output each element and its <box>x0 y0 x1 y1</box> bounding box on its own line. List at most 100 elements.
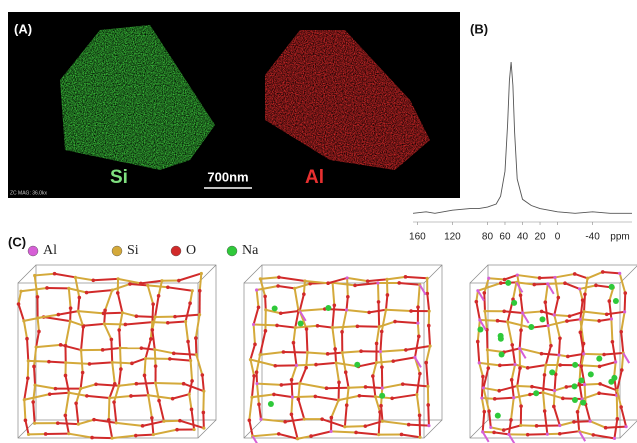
atom <box>353 283 357 288</box>
bond <box>32 347 38 367</box>
bond <box>93 277 119 282</box>
atom <box>199 271 203 276</box>
atom <box>525 366 530 370</box>
atom <box>114 421 118 425</box>
atom <box>549 369 556 376</box>
atom <box>255 381 259 386</box>
atom <box>258 277 262 281</box>
atom <box>416 321 420 325</box>
atom <box>563 281 567 286</box>
bond <box>57 422 79 426</box>
atom <box>326 281 330 286</box>
bond <box>330 399 340 418</box>
bond <box>147 284 168 289</box>
bond <box>367 278 388 283</box>
atom <box>130 361 134 366</box>
atom <box>153 381 158 385</box>
bond <box>259 330 267 355</box>
bond <box>189 290 194 304</box>
bond <box>620 406 628 427</box>
bond <box>75 403 80 425</box>
bond <box>508 433 516 443</box>
bond <box>260 418 286 423</box>
atom <box>252 374 256 378</box>
bond <box>129 282 148 287</box>
bond <box>599 361 616 368</box>
bond <box>277 285 295 290</box>
atom <box>84 290 89 295</box>
atom <box>415 392 419 397</box>
bond <box>483 277 490 294</box>
bond <box>93 418 117 424</box>
bond <box>415 373 421 395</box>
atom <box>393 319 397 324</box>
bond <box>111 283 131 292</box>
atom <box>146 283 150 287</box>
atom <box>571 396 578 403</box>
bond <box>117 277 142 285</box>
bond <box>299 382 327 390</box>
bond <box>26 338 30 361</box>
atom <box>378 350 383 354</box>
atom <box>553 388 557 393</box>
atom <box>528 392 532 397</box>
bond <box>479 318 498 322</box>
atom <box>64 360 68 365</box>
bond <box>542 391 564 400</box>
bond <box>317 324 333 329</box>
atom <box>146 393 150 397</box>
bond <box>285 418 305 423</box>
atom <box>344 403 349 408</box>
bond <box>109 394 132 400</box>
atom <box>153 364 158 368</box>
atom <box>332 303 337 308</box>
atom <box>597 319 601 323</box>
bond <box>342 350 362 354</box>
atom <box>150 416 154 420</box>
bond <box>375 326 381 344</box>
bond <box>190 409 196 430</box>
bond <box>327 276 348 285</box>
bond <box>371 362 378 377</box>
bond <box>521 312 530 324</box>
atom <box>45 286 49 290</box>
bond <box>371 375 377 397</box>
bond <box>554 272 575 279</box>
bond <box>579 300 584 320</box>
bond <box>249 344 256 360</box>
bond <box>427 404 430 426</box>
atom <box>530 384 534 389</box>
bond <box>264 296 267 310</box>
atom <box>202 426 206 430</box>
atom <box>186 339 190 344</box>
atom <box>79 387 83 391</box>
bond <box>579 332 585 355</box>
atom <box>597 364 602 369</box>
atom <box>189 407 194 412</box>
atom <box>90 435 94 440</box>
atom <box>139 281 143 286</box>
bond <box>384 294 389 310</box>
atom <box>566 354 570 359</box>
bond <box>475 290 479 302</box>
atom <box>544 363 548 367</box>
bond <box>117 368 122 386</box>
atom <box>513 362 517 367</box>
atom <box>192 427 196 432</box>
bond <box>95 383 119 387</box>
atom <box>572 420 576 424</box>
bond <box>331 430 357 434</box>
atom <box>575 410 580 414</box>
bond <box>278 432 298 440</box>
bond <box>32 384 37 403</box>
atom <box>556 295 561 300</box>
atom <box>537 276 542 280</box>
legend-label: Na <box>242 243 259 258</box>
bond <box>348 385 366 389</box>
bond <box>354 282 379 287</box>
bond <box>283 350 308 354</box>
bond <box>290 414 299 439</box>
cell-edge <box>469 419 489 439</box>
atom <box>489 425 493 430</box>
atom <box>486 366 491 370</box>
